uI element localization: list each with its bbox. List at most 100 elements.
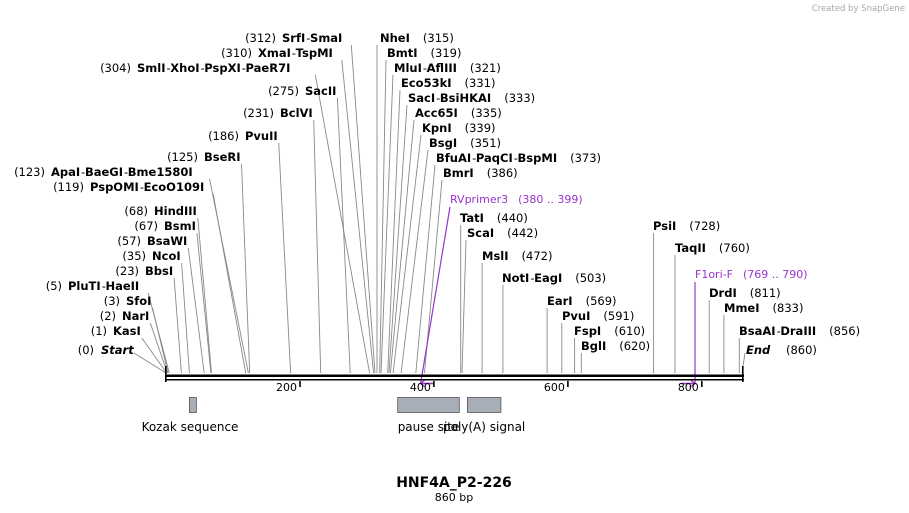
site-smli-connector [314, 74, 371, 374]
site-bmti-name: BmtI [387, 46, 418, 60]
primers: RVprimer3 (380 .. 399) F1ori-F (769 .. 790) [419, 193, 808, 387]
site-sacii-connector [336, 97, 351, 374]
site-taqii-label: TaqII (760) [675, 241, 750, 255]
site-mmei-name: MmeI [724, 301, 760, 315]
site-bsaai-label: BsaAI - DraIII (856) [739, 324, 860, 338]
site-bsaai-position: (856) [829, 324, 860, 338]
site-sacii-position: (275) [268, 84, 299, 98]
start-marker-label: Start [101, 343, 134, 357]
site-bsmi-connector [196, 232, 212, 374]
site-pvuii-label: (186) PvuII [208, 129, 278, 143]
primer-f1ori-f-arrowhead [690, 380, 696, 387]
site-bfuai-position: (373) [570, 151, 601, 165]
site-hindiii-name: HindIII [154, 204, 197, 218]
site-afliii-name: AflIII [427, 61, 457, 75]
site-xmai-name: XmaI [258, 46, 291, 60]
site-kpni-position: (339) [465, 121, 496, 135]
site-nhei-position: (315) [423, 31, 454, 45]
site-smli-name: SmlI [137, 61, 166, 75]
site-acc65i-name: Acc65I [415, 106, 458, 120]
site-scai-label: ScaI (442) [467, 226, 538, 240]
primer-f1ori-f-name: F1ori-F [695, 268, 733, 281]
tick-mark-800 [701, 381, 703, 387]
backbone-top-strand [166, 374, 744, 377]
site-hindiii-position: (68) [124, 204, 148, 218]
site-sacii-label: (275) SacII [268, 84, 336, 98]
site-pspomi-name: PspOMI [90, 180, 139, 194]
site-bspmi-name: BspMI [518, 151, 558, 165]
site-saci-connector [388, 104, 408, 374]
site-apai-name: ApaI [51, 165, 80, 179]
start-marker-connector [133, 352, 167, 374]
site-bbsi-name: BbsI [145, 264, 173, 278]
site-sacii-name: SacII [305, 84, 336, 98]
site-pluti-position: (5) [46, 279, 62, 293]
ruler-ticks: 200 400 600 800 [276, 381, 703, 394]
site-nhei-label: NheI (315) [380, 31, 454, 45]
site-bsaai-separator: - [777, 324, 781, 338]
site-sfoi-name: SfoI [126, 294, 151, 308]
site-mlui-name: MluI [394, 61, 422, 75]
site-xmai-connector [341, 59, 375, 374]
site-bme1580i-name: Bme1580I [128, 165, 193, 179]
site-mlui-position: (321) [470, 61, 501, 75]
site-drdi-position: (811) [750, 286, 781, 300]
site-smli-separator: - [201, 61, 205, 75]
site-ecoo109i-name: EcoO109I [144, 180, 205, 194]
primer-rvprimer3-connector [419, 206, 451, 385]
site-drdi-name: DrdI [709, 286, 737, 300]
site-bsmi-name: BsmI [164, 219, 196, 233]
site-haeii-name: HaeII [105, 279, 139, 293]
site-noti-name: NotI [502, 271, 529, 285]
tick-mark-200 [299, 381, 301, 387]
site-baegi-name: BaeGI [85, 165, 123, 179]
site-pvui-label: PvuI (591) [562, 309, 634, 323]
backbone-bottom-strand [166, 379, 744, 381]
site-drdi-label: DrdI (811) [709, 286, 781, 300]
site-bseri-label: (125) BseRI [167, 150, 240, 164]
site-pvuii-position: (186) [208, 129, 239, 143]
site-nari-connector [149, 322, 168, 374]
site-bsmi-label: (67) BsmI [134, 219, 195, 233]
tick-mark-600 [567, 381, 569, 387]
primer-f1ori-f-range: (769 .. 790) [743, 268, 808, 281]
site-scai-position: (442) [507, 226, 538, 240]
tick-label-600: 600 [544, 381, 565, 394]
site-fspi-label: FspI (610) [574, 324, 645, 338]
backbone-end-cap [742, 366, 744, 382]
site-eco53ki-connector [387, 89, 401, 374]
site-apai-connector [209, 178, 249, 374]
site-pvui-name: PvuI [562, 309, 590, 323]
sequence-backbone [165, 366, 744, 382]
site-paer7i-name: PaeR7I [246, 61, 291, 75]
site-pvui-position: (591) [603, 309, 634, 323]
restriction-site-labels: (1) KasI(2) NarI(3) SfoI(5) PluTI - HaeII(23) B… [14, 31, 860, 357]
site-bsgi-position: (351) [470, 136, 501, 150]
site-pvuii-name: PvuII [245, 129, 278, 143]
site-bsgi-label: BsgI (351) [429, 136, 501, 150]
site-bmti-connector [379, 59, 387, 374]
site-kasi-position: (1) [91, 324, 107, 338]
site-smli-label: (304) SmlI - XhoI - PspXI - PaeR7I [100, 61, 290, 75]
site-xmai-position: (310) [221, 46, 252, 60]
site-saci-separator: - [436, 91, 440, 105]
site-scai-connector [461, 239, 467, 374]
site-nari-label: (2) NarI [100, 309, 150, 323]
feature-kozak-sequence-block [188, 397, 197, 413]
backbone-start-cap [165, 366, 167, 382]
site-pluti-name: PluTI [68, 279, 101, 293]
site-fspi-position: (610) [614, 324, 645, 338]
site-noti-position: (503) [575, 271, 606, 285]
site-pluti-separator: - [102, 279, 106, 293]
site-bmri-position: (386) [487, 166, 518, 180]
site-sfoi-position: (3) [104, 294, 120, 308]
site-tati-label: TatI (440) [460, 211, 528, 225]
site-pluti-label: (5) PluTI - HaeII [46, 279, 140, 293]
site-eco53ki-label: Eco53kI (331) [401, 76, 495, 90]
site-eari-name: EarI [547, 294, 573, 308]
tick-label-200: 200 [276, 381, 297, 394]
site-tspmi-name: TspMI [296, 46, 333, 60]
site-bsgi-connector [400, 149, 429, 374]
site-msli-name: MslI [482, 249, 509, 263]
